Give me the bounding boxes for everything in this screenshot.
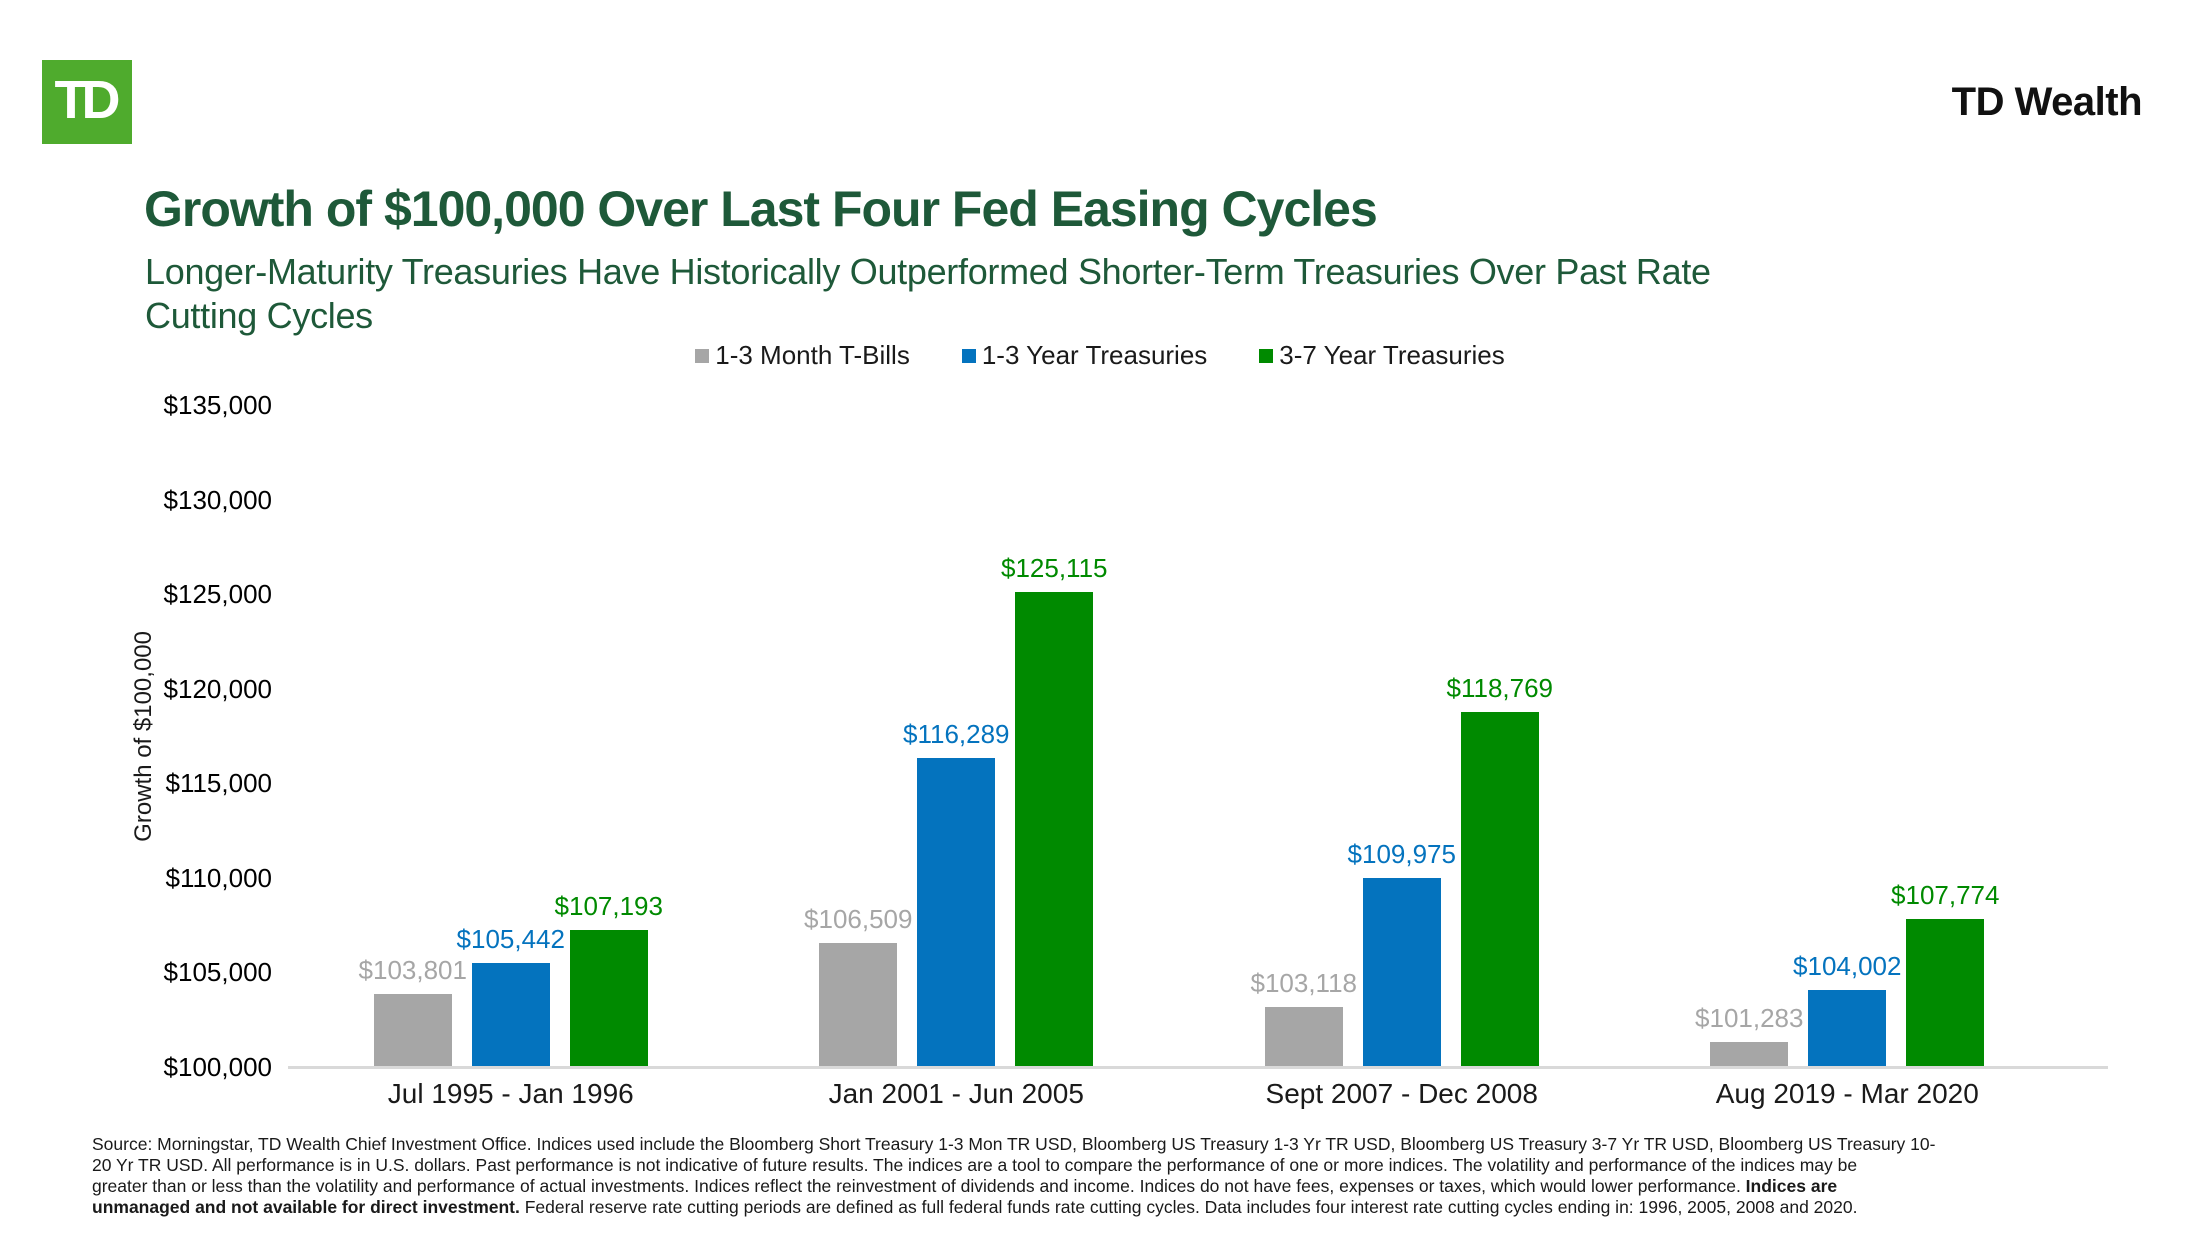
bar-group: $103,118 $109,975 $118,769	[1179, 405, 1625, 1066]
y-tick-label: $110,000	[165, 862, 272, 893]
footnote-line: unmanaged and not available for direct i…	[92, 1197, 2122, 1218]
bar: $107,193	[555, 891, 663, 1066]
footnote-text: 20 Yr TR USD. All performance is in U.S.…	[92, 1155, 1858, 1175]
bar: $109,975	[1348, 839, 1456, 1066]
bar: $103,801	[359, 955, 467, 1066]
bar-value-label: $104,002	[1793, 951, 1902, 982]
legend-label: 1-3 Year Treasuries	[981, 340, 1208, 370]
bar: $103,118	[1250, 968, 1357, 1066]
chart-legend: 1-3 Month T-Bills 1-3 Year Treasuries 3-7 …	[0, 340, 2200, 371]
bar-value-label: $103,118	[1250, 968, 1358, 999]
bar: $118,769	[1446, 673, 1553, 1066]
footnote-line: Source: Morningstar, TD Wealth Chief Inv…	[92, 1134, 2122, 1155]
legend-label: 1-3 Month T-Bills	[715, 340, 910, 370]
page-subtitle: Longer-Maturity Treasuries Have Historic…	[145, 250, 1711, 338]
bar: $105,442	[457, 924, 565, 1066]
bar: $104,002	[1793, 951, 1901, 1066]
y-tick-label: $100,000	[163, 1052, 272, 1082]
td-logo-text: TD	[54, 70, 121, 130]
bar-group: $101,283 $104,002 $107,774	[1625, 405, 2071, 1066]
y-tick-label: $125,000	[163, 579, 272, 610]
y-tick-label: $115,000	[165, 768, 272, 799]
x-axis-labels: Jul 1995 - Jan 1996 Jan 2001 - Jun 2005 Se…	[288, 1078, 2070, 1110]
bar-value-label: $105,442	[456, 924, 565, 955]
subtitle-line-1: Longer-Maturity Treasuries Have Historic…	[145, 251, 1711, 292]
footnote-text: Source: Morningstar, TD Wealth Chief Inv…	[92, 1134, 1936, 1154]
page-title: Growth of $100,000 Over Last Four Fed Ea…	[144, 181, 1378, 237]
brand-wordmark: TD Wealth	[1951, 80, 2143, 124]
source-footnote: Source: Morningstar, TD Wealth Chief Inv…	[92, 1134, 2122, 1218]
td-logo: TD	[42, 60, 132, 144]
y-tick-label: $120,000	[163, 673, 272, 704]
legend-swatch-icon	[695, 348, 710, 363]
y-tick-label: $135,000	[163, 390, 272, 420]
footnote-text: greater than or less than the volatility…	[92, 1176, 1746, 1196]
bar-value-label: $106,509	[804, 904, 913, 935]
subtitle-line-2: Cutting Cycles	[145, 295, 373, 336]
footnote-line: greater than or less than the volatility…	[92, 1176, 2122, 1197]
bar-value-label: $107,193	[554, 891, 663, 922]
legend-item: 3-7 Year Treasuries	[1259, 340, 1505, 371]
footnote-bold-text: unmanaged and not available for direct i…	[92, 1197, 520, 1217]
y-tick-label: $130,000	[163, 484, 272, 515]
footnote-text: Federal reserve rate cutting periods are…	[519, 1197, 1858, 1217]
bar-groups: $103,801 $105,442 $107,193 $106,509 $116,289…	[288, 405, 2070, 1066]
footnote-line: 20 Yr TR USD. All performance is in U.S.…	[92, 1155, 2122, 1176]
bar: $107,774	[1891, 880, 1999, 1066]
x-category-label: Jan 2001 - Jun 2005	[828, 1078, 1084, 1109]
bar: $101,283	[1695, 1003, 1803, 1066]
x-category-label: Sept 2007 - Dec 2008	[1265, 1078, 1538, 1109]
x-axis-line	[288, 1066, 2108, 1069]
legend-item: 1-3 Month T-Bills	[695, 340, 910, 371]
bar-group: $103,801 $105,442 $107,193	[288, 405, 734, 1066]
bar-value-label: $107,774	[1891, 880, 2000, 911]
bar-value-label: $125,115	[1000, 552, 1108, 583]
bar-value-label: $103,801	[358, 955, 467, 986]
bar-value-label: $109,975	[1347, 838, 1456, 869]
bar: $125,115	[1001, 553, 1108, 1066]
y-tick-label: $105,000	[163, 957, 272, 988]
legend-swatch-icon	[1259, 348, 1274, 363]
bar-value-label: $116,289	[902, 719, 1010, 750]
legend-swatch-icon	[961, 348, 976, 363]
bar: $106,509	[804, 904, 912, 1066]
bar-value-label: $101,283	[1695, 1002, 1804, 1033]
x-category-label: Aug 2019 - Mar 2020	[1715, 1078, 1979, 1109]
bar-value-label: $118,769	[1446, 672, 1554, 703]
x-category-label: Jul 1995 - Jan 1996	[387, 1078, 634, 1109]
bar-group: $106,509 $116,289 $125,115	[734, 405, 1180, 1066]
y-axis-ticks: $100,000 $105,000 $110,000 $115,000 $120,000…	[120, 390, 272, 1082]
footnote-bold-text: Indices are	[1745, 1176, 1838, 1196]
legend-label: 3-7 Year Treasuries	[1279, 340, 1505, 370]
bar: $116,289	[903, 719, 1010, 1066]
legend-item: 1-3 Year Treasuries	[961, 340, 1208, 371]
